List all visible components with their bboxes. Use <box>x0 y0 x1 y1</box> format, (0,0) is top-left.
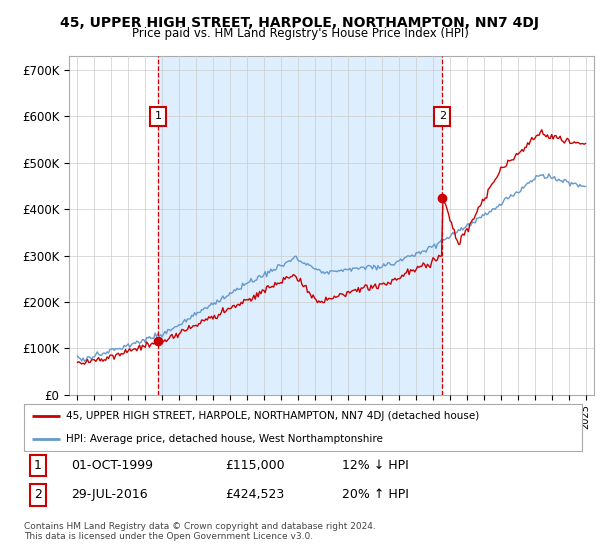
Text: 12% ↓ HPI: 12% ↓ HPI <box>342 459 409 472</box>
Text: Price paid vs. HM Land Registry's House Price Index (HPI): Price paid vs. HM Land Registry's House … <box>131 27 469 40</box>
Bar <box>158 56 442 395</box>
Text: 1: 1 <box>154 111 161 122</box>
Text: 45, UPPER HIGH STREET, HARPOLE, NORTHAMPTON, NN7 4DJ (detached house): 45, UPPER HIGH STREET, HARPOLE, NORTHAMP… <box>66 412 479 422</box>
Text: £115,000: £115,000 <box>225 459 284 472</box>
Text: 29-JUL-2016: 29-JUL-2016 <box>71 488 148 501</box>
Text: £424,523: £424,523 <box>225 488 284 501</box>
Text: HPI: Average price, detached house, West Northamptonshire: HPI: Average price, detached house, West… <box>66 433 383 444</box>
Text: 2: 2 <box>439 111 446 122</box>
Text: 20% ↑ HPI: 20% ↑ HPI <box>342 488 409 501</box>
Text: 1: 1 <box>34 459 42 472</box>
Text: 01-OCT-1999: 01-OCT-1999 <box>71 459 154 472</box>
Text: This data is licensed under the Open Government Licence v3.0.: This data is licensed under the Open Gov… <box>24 532 313 541</box>
Text: 2: 2 <box>34 488 42 501</box>
Text: Contains HM Land Registry data © Crown copyright and database right 2024.: Contains HM Land Registry data © Crown c… <box>24 522 376 531</box>
Text: 45, UPPER HIGH STREET, HARPOLE, NORTHAMPTON, NN7 4DJ: 45, UPPER HIGH STREET, HARPOLE, NORTHAMP… <box>61 16 539 30</box>
